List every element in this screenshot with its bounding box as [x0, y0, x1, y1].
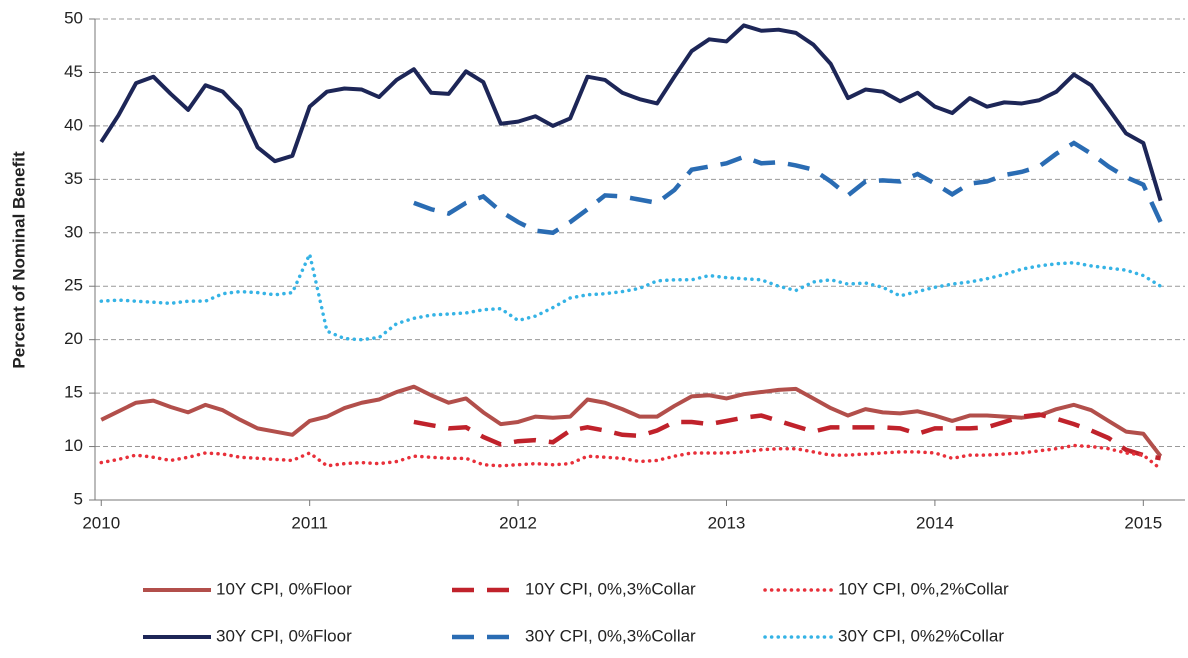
x-tick-label: 2015 — [1124, 513, 1162, 532]
series-line — [99, 443, 1163, 471]
x-tick-label: 2010 — [82, 513, 120, 532]
y-tick-label: 5 — [74, 489, 83, 508]
y-tick-label: 30 — [64, 222, 83, 241]
y-tick-label: 15 — [64, 383, 83, 402]
y-tick-label: 10 — [64, 436, 83, 455]
y-tick-label: 45 — [64, 62, 83, 81]
x-tick-label: 2011 — [291, 513, 328, 532]
legend-label: 10Y CPI, 0%Floor — [216, 579, 352, 598]
series-line — [99, 248, 1163, 342]
series-line — [100, 384, 1163, 458]
x-tick-label: 2012 — [499, 513, 537, 532]
x-tick-label: 2013 — [708, 513, 746, 532]
legend-label: 10Y CPI, 0%,3%Collar — [525, 579, 696, 598]
series-line — [413, 140, 1163, 236]
series-line — [99, 23, 1163, 202]
series-line — [413, 412, 1162, 461]
y-tick-label: 40 — [64, 115, 83, 134]
legend-label: 10Y CPI, 0%,2%Collar — [838, 579, 1009, 598]
y-tick-label: 20 — [64, 329, 83, 348]
y-tick-label: 25 — [64, 276, 83, 295]
legend-label: 30Y CPI, 0%2%Collar — [838, 626, 1004, 645]
y-axis-label: Percent of Nominal Benefit — [9, 151, 28, 369]
legend-label: 30Y CPI, 0%,3%Collar — [525, 626, 696, 645]
legend-label: 30Y CPI, 0%Floor — [216, 626, 352, 645]
y-tick-label: 35 — [64, 169, 83, 188]
y-tick-label: 50 — [64, 8, 83, 27]
x-tick-label: 2014 — [916, 513, 954, 532]
